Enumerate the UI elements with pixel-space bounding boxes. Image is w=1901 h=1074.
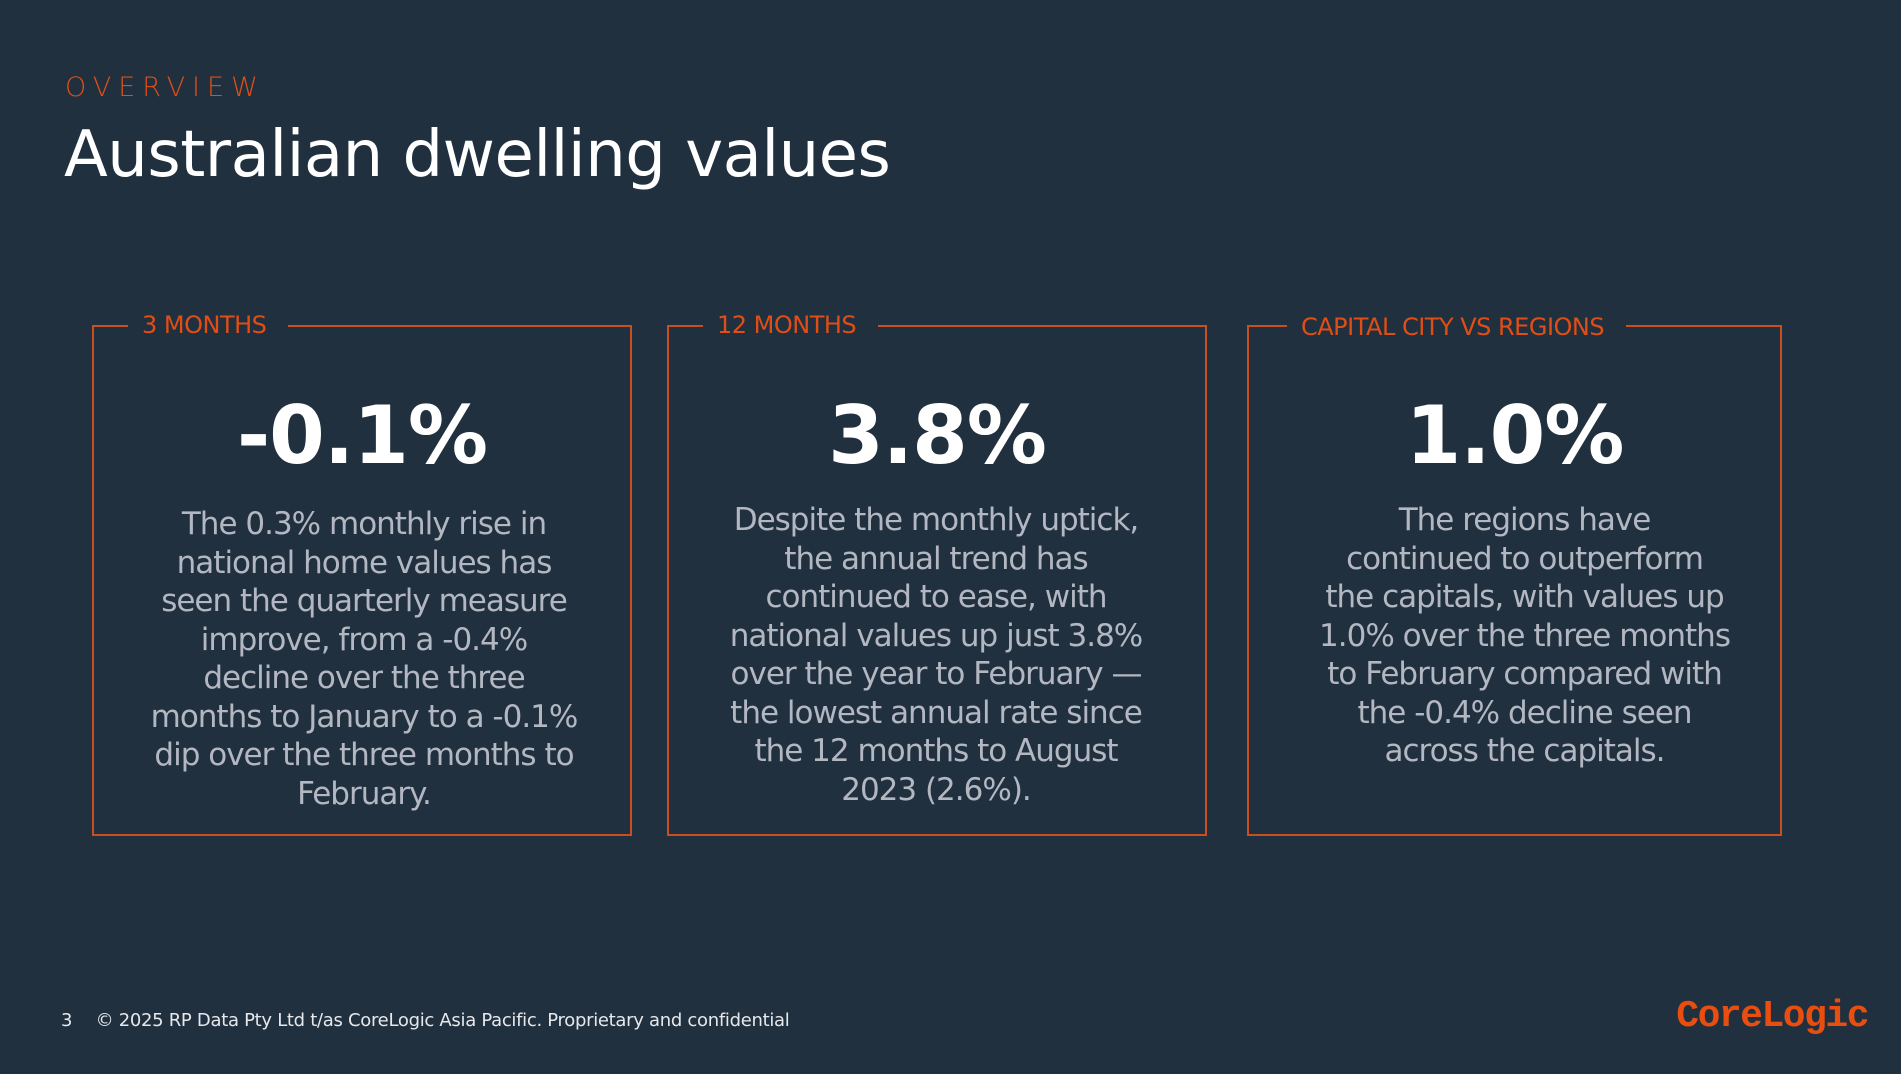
page-title: Australian dwelling values [64, 118, 891, 192]
description-line: the -0.4% decline seen [1357, 694, 1692, 731]
description-line: improve, from a -0.4% [200, 621, 528, 658]
stat-card-12-months: 12 MONTHS 3.8% Despite the monthly uptic… [667, 311, 1207, 836]
page-number: 3 [61, 1010, 73, 1031]
description-line: 1.0% over the three months [1319, 617, 1731, 654]
stat-card-capital-vs-regions: CAPITAL CITY VS REGIONS 1.0% The regions… [1247, 313, 1782, 836]
copyright-text: © 2025 RP Data Pty Ltd t/as CoreLogic As… [95, 1010, 790, 1031]
card-label: 3 MONTHS [128, 311, 289, 339]
description-line: The 0.3% monthly rise in [181, 506, 547, 542]
description-line: continued to outperform [1346, 540, 1704, 577]
section-eyebrow: OVERVIEW [65, 72, 265, 103]
description-line: national home values has [176, 544, 553, 581]
description-line: across the capitals. [1384, 733, 1665, 769]
card-description: Despite the monthly uptick, the annual t… [717, 501, 1155, 809]
description-line: decline over the three [203, 660, 525, 696]
description-line: the capitals, with values up [1325, 579, 1724, 615]
description-line: the lowest annual rate since [730, 694, 1143, 731]
description-line: the annual trend has [784, 540, 1088, 577]
description-line: national values up just 3.8% [729, 617, 1144, 654]
description-line: February. [297, 775, 432, 812]
card-label: CAPITAL CITY VS REGIONS [1287, 313, 1627, 341]
description-line: to February compared with [1327, 656, 1723, 692]
card-label: 12 MONTHS [703, 311, 879, 339]
description-line: 2023 (2.6%). [841, 771, 1032, 808]
description-line: the 12 months to August [754, 733, 1118, 769]
description-line: The regions have [1398, 502, 1652, 538]
stat-value: 3.8% [828, 389, 1047, 482]
card-description: The 0.3% monthly rise in national home v… [142, 505, 586, 813]
card-description: The regions have continued to outperform… [1309, 501, 1740, 771]
description-line: dip over the three months to [154, 737, 574, 773]
stat-value: 1.0% [1405, 389, 1625, 482]
stat-card-3-months: 3 MONTHS -0.1% The 0.3% monthly rise in … [92, 311, 632, 836]
description-line: continued to ease, with [765, 579, 1107, 615]
description-line: Despite the monthly uptick, [733, 502, 1140, 538]
description-line: seen the quarterly measure [161, 583, 568, 619]
description-line: months to January to a -0.1% [150, 698, 579, 735]
description-line: over the year to February — [730, 656, 1143, 692]
footer: 3 © 2025 RP Data Pty Ltd t/as CoreLogic … [61, 1010, 790, 1031]
stat-value: -0.1% [236, 389, 488, 482]
corelogic-logo: CoreLogic [1676, 995, 1869, 1038]
